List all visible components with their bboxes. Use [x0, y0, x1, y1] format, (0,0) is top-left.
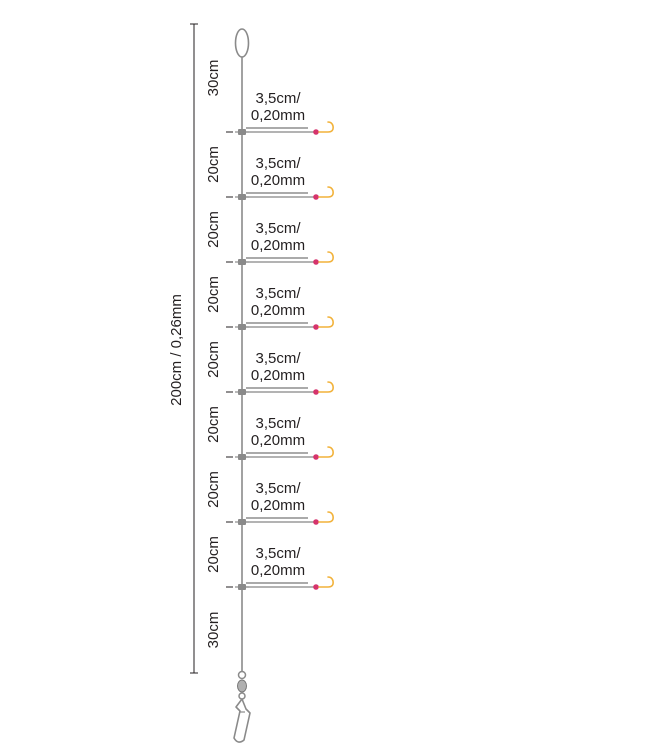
bead-icon [313, 259, 319, 265]
loop-icon [234, 28, 250, 58]
snood-diameter-label: 0,20mm [251, 367, 305, 384]
snood-length-label: 3,5cm/ [255, 480, 301, 497]
segment-labels: 30cm 20cm 20cm 20cm 20cm 20cm 20cm 20cm 30cm [205, 60, 222, 649]
overall-dimension: 200cm / 0,26mm [168, 23, 198, 674]
hook-arm: 3,5cm/0,20mm [235, 350, 334, 395]
hook-icon [318, 381, 334, 393]
hook-icon [318, 576, 334, 588]
hook-arm: 3,5cm/0,20mm [235, 480, 334, 525]
snood-length-label: 3,5cm/ [255, 415, 301, 432]
snood-diameter-label: 0,20mm [251, 432, 305, 449]
snood-length-label: 3,5cm/ [255, 545, 301, 562]
snood-diameter-label: 0,20mm [251, 107, 305, 124]
hook-arm: 3,5cm/0,20mm [235, 545, 334, 590]
segment-label: 20cm [205, 536, 222, 573]
snood-diameter-label: 0,20mm [251, 562, 305, 579]
snood-length-label: 3,5cm/ [255, 155, 301, 172]
bead-icon [313, 584, 319, 590]
swivel-snap [233, 670, 251, 743]
overall-dimension-label: 200cm / 0,26mm [168, 294, 185, 406]
hook-icon [318, 316, 334, 328]
segment-label: 30cm [205, 612, 222, 649]
snood-length-label: 3,5cm/ [255, 90, 301, 107]
snood-diameter-label: 0,20mm [251, 302, 305, 319]
segment-label: 20cm [205, 406, 222, 443]
segment-label: 20cm [205, 211, 222, 248]
snood-length-label: 3,5cm/ [255, 285, 301, 302]
hook-arm: 3,5cm/0,20mm [235, 90, 334, 135]
segment-label: 30cm [205, 60, 222, 97]
snood-length-label: 3,5cm/ [255, 220, 301, 237]
snood-length-label: 3,5cm/ [255, 350, 301, 367]
hook-icon [318, 121, 334, 133]
bead-icon [313, 324, 319, 330]
top-loop [234, 28, 250, 58]
hook-icon [318, 251, 334, 263]
hook-icon [318, 511, 334, 523]
hook-arms: 3,5cm/0,20mm3,5cm/0,20mm3,5cm/0,20mm3,5c… [235, 90, 334, 590]
hook-icon [318, 186, 334, 198]
bead-icon [313, 389, 319, 395]
bead-icon [313, 519, 319, 525]
snood-diameter-label: 0,20mm [251, 237, 305, 254]
hook-arm: 3,5cm/0,20mm [235, 155, 334, 200]
bead-icon [313, 129, 319, 135]
hook-icon [318, 446, 334, 458]
snood-diameter-label: 0,20mm [251, 172, 305, 189]
segment-ticks [226, 131, 233, 588]
hook-arm: 3,5cm/0,20mm [235, 220, 334, 265]
snood-diameter-label: 0,20mm [251, 497, 305, 514]
swivel-snap-icon [233, 670, 251, 743]
hook-arm: 3,5cm/0,20mm [235, 415, 334, 460]
segment-label: 20cm [205, 146, 222, 183]
bead-icon [313, 454, 319, 460]
segment-label: 20cm [205, 341, 222, 378]
segment-label: 20cm [205, 276, 222, 313]
hook-arm: 3,5cm/0,20mm [235, 285, 334, 330]
bead-icon [313, 194, 319, 200]
segment-label: 20cm [205, 471, 222, 508]
